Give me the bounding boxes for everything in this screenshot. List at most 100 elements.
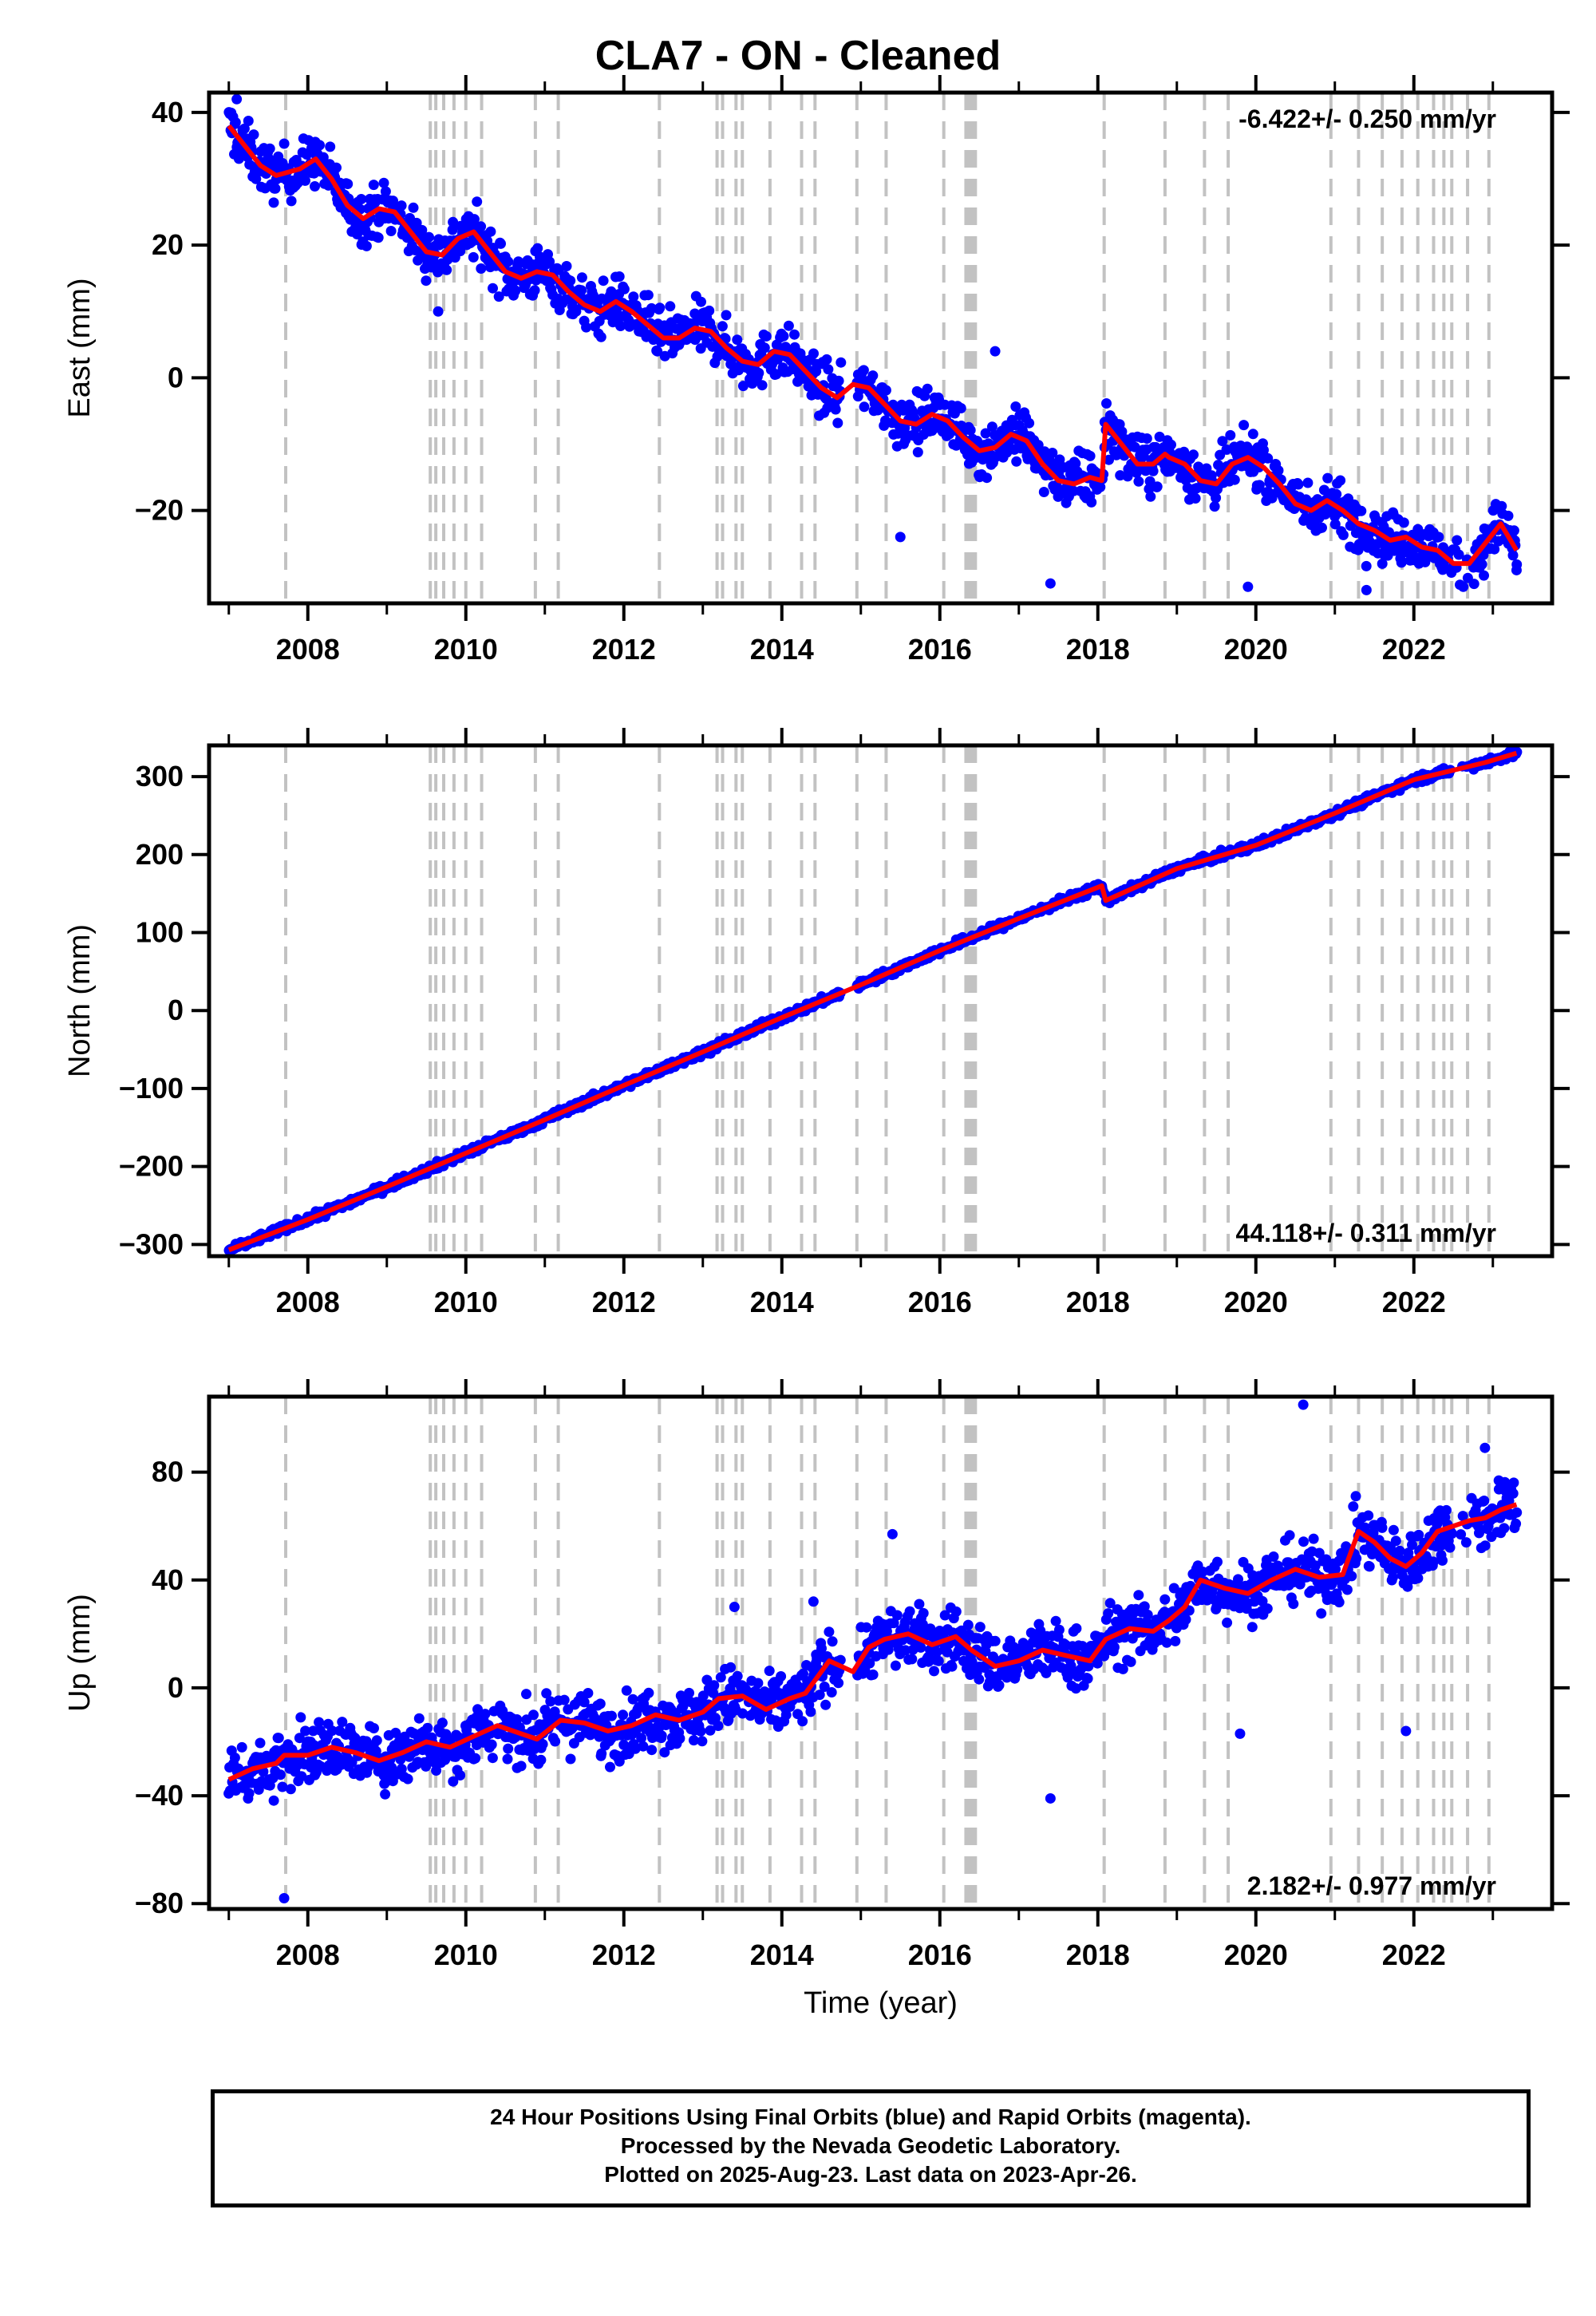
data-point (636, 1733, 647, 1744)
data-point (1335, 475, 1346, 486)
x-tick-label: 2008 (276, 633, 340, 666)
data-point (717, 321, 728, 332)
data-point (251, 173, 262, 184)
data-point (618, 283, 630, 294)
data-point (325, 141, 336, 152)
data-point (1024, 417, 1035, 429)
x-tick-label: 2020 (1224, 633, 1288, 666)
data-point (1284, 1530, 1295, 1541)
data-point (233, 153, 244, 164)
y-axis-label: East (mm) (63, 278, 97, 417)
data-point (561, 261, 572, 271)
data-point (778, 330, 789, 342)
data-point (1441, 1504, 1452, 1516)
data-point (864, 1658, 875, 1669)
data-point (721, 310, 732, 321)
data-point (437, 1717, 448, 1729)
x-tick-label: 2022 (1382, 1939, 1446, 1971)
data-point (1142, 1609, 1153, 1620)
data-point (695, 1725, 706, 1737)
data-point (1361, 584, 1372, 595)
data-point (628, 291, 639, 302)
data-points (223, 93, 1523, 595)
data-point (1133, 1590, 1144, 1601)
data-point (1337, 529, 1349, 540)
data-point (713, 1721, 724, 1731)
data-point (532, 243, 543, 254)
y-tick-label: −300 (119, 1227, 184, 1260)
data-point (805, 1706, 816, 1717)
data-point (867, 1669, 879, 1680)
data-point (270, 183, 281, 194)
data-point (705, 1725, 716, 1736)
data-point (236, 1741, 247, 1753)
data-point (1398, 517, 1409, 528)
y-tick-label: 40 (152, 1563, 184, 1596)
data-point (472, 196, 483, 207)
data-point (642, 290, 654, 301)
data-point (369, 1723, 379, 1733)
data-point (1453, 549, 1464, 560)
data-point (918, 1607, 929, 1618)
data-point (965, 425, 976, 436)
data-point (1209, 501, 1220, 512)
data-point (867, 370, 879, 381)
data-point (974, 1622, 986, 1633)
data-point (914, 1599, 925, 1610)
data-point (1010, 401, 1021, 412)
x-tick-label: 2018 (1066, 1939, 1130, 1971)
data-point (1041, 1667, 1052, 1678)
data-point (1511, 1518, 1522, 1529)
data-point (1083, 1661, 1094, 1672)
data-point (1190, 493, 1201, 504)
data-point (314, 140, 325, 151)
data-point (1159, 1594, 1171, 1605)
data-point (880, 385, 891, 396)
data-point (833, 375, 844, 386)
data-point (823, 364, 834, 375)
y-tick-label: 100 (136, 916, 184, 949)
data-point (510, 286, 521, 297)
data-point (986, 421, 998, 433)
data-point (1095, 481, 1106, 492)
data-point (300, 1725, 311, 1737)
data-point (1474, 1528, 1484, 1539)
data-point (295, 1712, 306, 1723)
data-point (753, 1678, 764, 1689)
data-point (455, 1770, 466, 1780)
data-point (1457, 1511, 1468, 1522)
data-point (1211, 492, 1222, 504)
data-point (1298, 1399, 1309, 1410)
data-point (764, 1666, 775, 1677)
data-point (1222, 1617, 1233, 1628)
data-point (808, 348, 819, 359)
data-point (487, 1753, 498, 1764)
data-point (1460, 1537, 1472, 1548)
y-tick-label: 300 (136, 760, 184, 792)
data-point (559, 1694, 570, 1705)
data-point (253, 1784, 264, 1795)
data-point (858, 365, 869, 376)
data-point (476, 221, 487, 232)
footer-caption: 24 Hour Positions Using Final Orbits (bl… (211, 2089, 1531, 2207)
data-point (646, 1745, 658, 1756)
x-tick-label: 2014 (750, 633, 814, 666)
data-point (413, 1713, 425, 1724)
data-point (665, 301, 676, 312)
y-tick-label: −20 (135, 494, 184, 527)
data-point (933, 1655, 944, 1666)
data-point (696, 296, 706, 307)
x-tick-label: 2012 (592, 633, 656, 666)
data-point (824, 1626, 835, 1638)
data-point (579, 1697, 590, 1708)
data-point (890, 1660, 901, 1671)
data-point (371, 1735, 382, 1746)
data-point (571, 306, 582, 317)
data-point (759, 342, 770, 354)
data-point (264, 143, 275, 154)
data-point (422, 1722, 433, 1733)
data-point (1341, 1584, 1353, 1595)
data-point (994, 1680, 1005, 1691)
data-point (661, 1720, 671, 1730)
data-point (1396, 557, 1407, 568)
